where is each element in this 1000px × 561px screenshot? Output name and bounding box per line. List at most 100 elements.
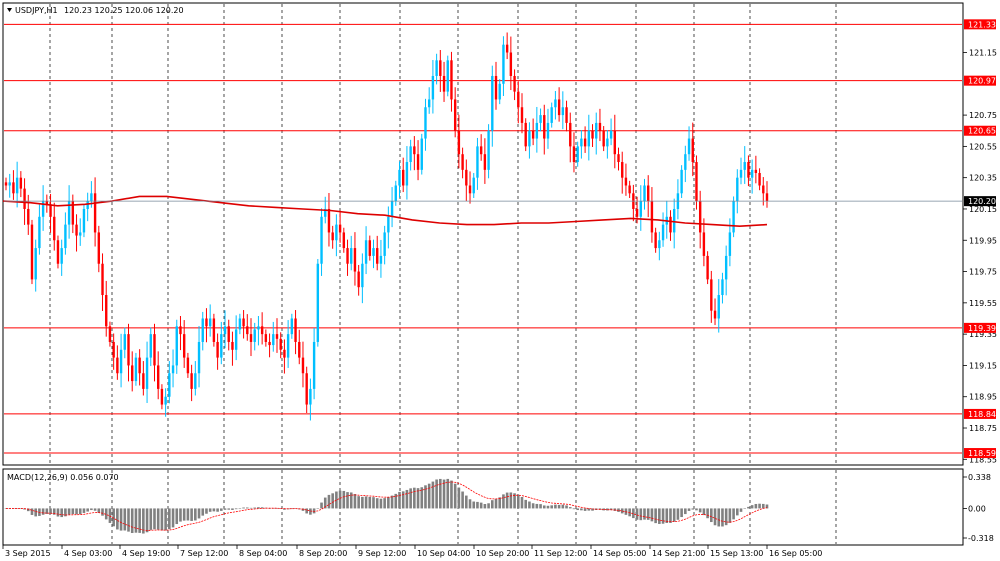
candle-body xyxy=(732,201,735,233)
macd-bar xyxy=(561,504,565,509)
candle-body xyxy=(394,185,397,202)
macd-bar xyxy=(149,508,153,530)
macd-bar xyxy=(401,491,405,509)
candle-body xyxy=(483,154,487,170)
macd-bar xyxy=(130,508,134,534)
candle-body xyxy=(550,107,553,123)
macd-bar xyxy=(528,501,531,509)
price-axis[interactable]: 121.15 120.75 120.55 120.35 120.15 119.95 119.… xyxy=(963,19,997,464)
macd-bar xyxy=(728,508,732,523)
candle-body xyxy=(424,107,427,139)
candle-body xyxy=(131,365,134,382)
macd-bar xyxy=(323,497,327,509)
candle-body xyxy=(713,310,717,319)
macd-bar xyxy=(30,508,34,515)
macd-bar xyxy=(721,508,724,527)
macd-bar xyxy=(52,508,56,515)
macd-bar xyxy=(335,491,338,509)
macd-bar xyxy=(457,487,461,509)
macd-bar xyxy=(134,508,138,533)
symbol-label: USDJPY,H1 xyxy=(15,6,58,15)
candle-body xyxy=(19,177,23,189)
macd-bar xyxy=(86,508,89,512)
candle-body xyxy=(546,122,550,139)
macd-bar xyxy=(156,508,160,530)
candle-body xyxy=(53,216,56,241)
macd-bar xyxy=(305,508,308,514)
time-label: 8 Sep 20:00 xyxy=(299,549,347,558)
macd-bar xyxy=(331,493,334,509)
candle-body xyxy=(41,201,45,217)
candle-body xyxy=(342,232,346,249)
macd-bar xyxy=(572,508,576,510)
candle-body xyxy=(416,154,420,170)
level-tags: 121.33 120.97 120.65 119.39 118.84 118.59 xyxy=(964,19,996,459)
candle-body xyxy=(249,334,253,342)
macd-bar xyxy=(539,504,542,509)
macd-bar xyxy=(257,507,260,509)
macd-bar xyxy=(175,508,179,525)
macd-bar xyxy=(431,481,435,509)
candle-body xyxy=(212,318,216,342)
candle-body xyxy=(513,75,516,92)
macd-bar xyxy=(724,508,728,526)
macd-bar xyxy=(123,508,127,531)
candle-body xyxy=(168,373,171,397)
macd-bar xyxy=(208,508,212,512)
macd-bar xyxy=(119,508,123,531)
macd-bar xyxy=(587,508,591,511)
candle-body xyxy=(465,169,468,186)
candle-body xyxy=(205,318,208,327)
candle-body xyxy=(327,208,331,233)
macd-bar xyxy=(368,496,372,509)
candle-body xyxy=(353,248,357,272)
candle-body xyxy=(38,216,41,249)
macd-bar xyxy=(375,498,379,509)
macd-bar xyxy=(424,485,427,509)
candle-body xyxy=(628,185,631,194)
candle-body xyxy=(294,318,297,342)
dropdown-triangle-icon[interactable] xyxy=(7,8,12,12)
time-axis[interactable]: 3 Sep 2015 4 Sep 03:00 4 Sep 19:00 7 Sep 12… xyxy=(2,545,822,558)
candle-body xyxy=(535,122,539,139)
candle-body xyxy=(201,318,204,342)
macd-bar xyxy=(390,495,394,509)
macd-bar xyxy=(672,508,676,522)
candle-body xyxy=(479,146,483,155)
candle-body xyxy=(524,122,527,147)
macd-bar xyxy=(580,508,583,511)
candle-body xyxy=(457,130,461,155)
candle-body xyxy=(242,318,245,327)
macd-bar xyxy=(227,508,231,510)
current-price-background xyxy=(964,196,996,207)
level-tag-text: 120.65 xyxy=(968,127,996,136)
candle-body xyxy=(357,271,360,288)
macd-bar xyxy=(294,508,297,509)
candle-body xyxy=(595,122,598,139)
candle-body xyxy=(49,204,52,217)
macd-panel[interactable]: MACD(12,26,9) 0.056 0.070 0.338 0.00 -0.31… xyxy=(2,468,994,546)
macd-bar xyxy=(420,487,424,509)
macd-bar xyxy=(160,508,164,531)
candle-body xyxy=(624,177,628,186)
candle-body xyxy=(190,373,193,389)
candle-body xyxy=(260,326,264,335)
macd-bar xyxy=(201,508,205,516)
macd-bar xyxy=(90,508,93,511)
candle-body xyxy=(179,326,182,335)
macd-bar xyxy=(78,508,82,515)
macd-bar xyxy=(739,508,743,512)
candle-body xyxy=(298,341,301,358)
candle-body xyxy=(724,255,728,280)
macd-bar xyxy=(546,505,550,509)
macd-bar xyxy=(290,508,294,509)
candle-body xyxy=(736,177,739,202)
candle-body xyxy=(116,357,119,374)
candle-body xyxy=(502,44,505,84)
macd-bar xyxy=(312,508,316,514)
candle-body xyxy=(145,357,149,389)
candle-body xyxy=(257,326,260,330)
price-panel[interactable]: USDJPY,H1 120.23 120.25 120.06 120.20 xyxy=(2,2,964,466)
candle-body xyxy=(331,232,334,241)
